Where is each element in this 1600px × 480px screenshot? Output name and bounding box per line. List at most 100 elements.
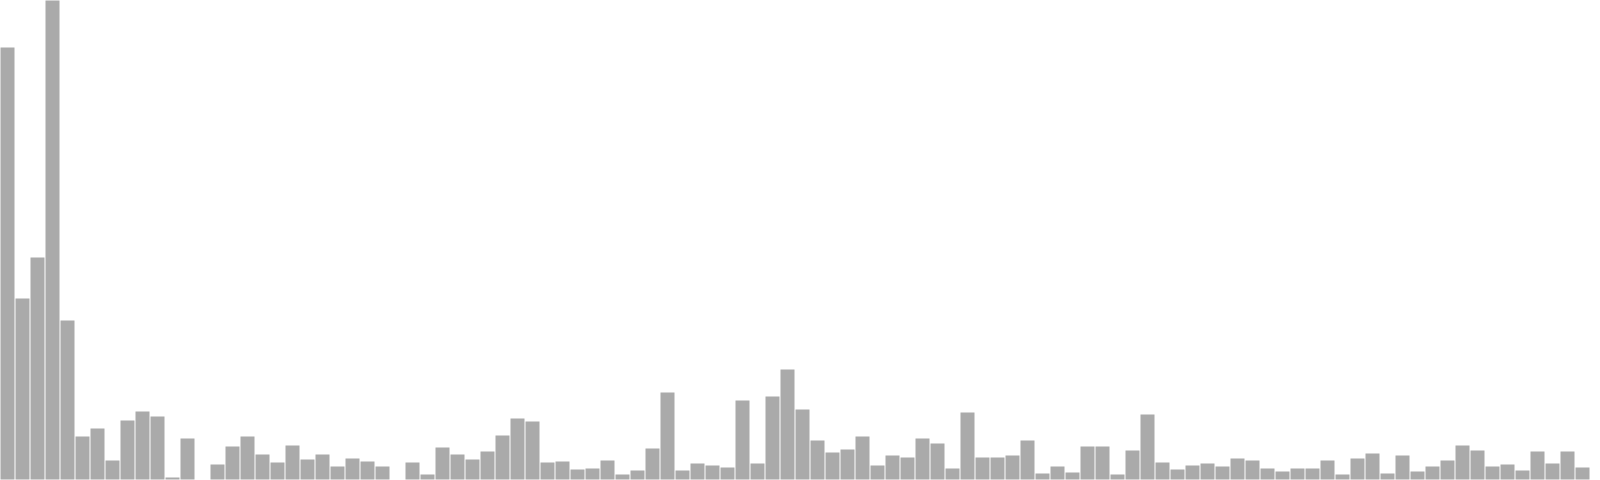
histogram-bar [89,427,106,480]
histogram-bar [119,419,136,480]
histogram-bar [1559,450,1576,480]
histogram-bar [764,395,781,480]
histogram-bar [944,467,961,480]
histogram-bar [1544,462,1561,480]
histogram-bar [1499,463,1516,480]
histogram-bar [554,460,571,480]
histogram-bar [1484,465,1501,480]
histogram-bar [359,460,376,480]
histogram-bar [1259,467,1276,480]
histogram-bar [44,0,61,480]
histogram-bar [134,410,151,480]
histogram-bar [149,415,166,480]
histogram-bar [1079,445,1096,480]
histogram-bar [959,411,976,480]
histogram-bar [524,420,541,480]
histogram-bar [989,456,1006,480]
histogram-bar [1124,449,1141,480]
histogram-bar [869,464,886,480]
histogram-bar [569,468,586,480]
histogram-bar [839,448,856,480]
histogram-bar [209,463,226,480]
histogram-bar [434,446,451,480]
histogram-bar [614,473,631,480]
histogram-bar [1529,450,1546,480]
histogram-bar [1064,471,1081,480]
histogram-bar [1349,457,1366,480]
histogram-bar [254,453,271,480]
histogram-bar [494,434,511,480]
histogram-bar [644,447,661,480]
histogram-bar [1334,473,1351,480]
histogram-bar [599,459,616,480]
histogram-bar [1394,454,1411,480]
histogram-bar [284,444,301,480]
histogram-bar [1379,472,1396,480]
histogram-bar [899,456,916,480]
histogram-bar [1109,473,1126,480]
histogram-bar [809,439,826,480]
histogram-bar [1094,445,1111,480]
histogram-bar [269,461,286,480]
histogram-bar [329,465,346,480]
histogram-bar [719,466,736,480]
histogram-bar [449,453,466,480]
histogram-bar [1274,470,1291,480]
histogram-bar [314,453,331,480]
histogram-bar [344,457,361,480]
histogram-bar [1049,465,1066,480]
histogram-bar [1034,472,1051,480]
histogram-bar [794,408,811,480]
histogram-bar [1184,464,1201,480]
histogram-bar [479,450,496,480]
histogram-bar [404,461,421,480]
histogram-bar [299,458,316,480]
histogram-bar [1319,459,1336,480]
histogram-bar [14,297,31,480]
histogram-bar [704,464,721,480]
histogram-bar [674,469,691,480]
histogram-bar [1169,468,1186,480]
histogram-bar [914,437,931,480]
histogram-bar [1439,459,1456,480]
histogram-bar [974,456,991,480]
histogram-bar [659,391,676,480]
histogram-bar [584,467,601,480]
histogram-bar [1364,452,1381,480]
histogram-bar [1454,444,1471,480]
histogram-bar [179,437,196,480]
histogram-bar [779,368,796,480]
histogram-bar [629,469,646,480]
histogram-bar [1019,439,1036,480]
histogram-bar [1304,467,1321,480]
histogram-bar [689,462,706,480]
histogram-bar [929,442,946,480]
histogram-bar [1409,470,1426,480]
histogram-bar [509,417,526,480]
histogram-bar [1139,413,1156,480]
histogram-bar [104,459,121,480]
histogram-bar [374,465,391,480]
histogram-bar [539,461,556,480]
histogram-bar [1574,466,1591,480]
histogram-bar [59,319,76,480]
histogram-bar [1154,461,1171,480]
histogram-bar [1424,465,1441,480]
histogram-bar [464,458,481,480]
histogram-bar [1514,469,1531,480]
histogram-bar [419,473,436,480]
histogram-bar [29,256,46,480]
histogram-bar [74,435,91,480]
histogram-bar [224,445,241,480]
histogram-bar [824,451,841,480]
histogram-bar [1244,459,1261,480]
histogram-bar [749,462,766,480]
histogram-bar [0,46,16,480]
histogram-bar [854,435,871,480]
histogram-bar [1214,465,1231,480]
histogram-bar [1229,457,1246,480]
histogram-bar [1199,462,1216,480]
